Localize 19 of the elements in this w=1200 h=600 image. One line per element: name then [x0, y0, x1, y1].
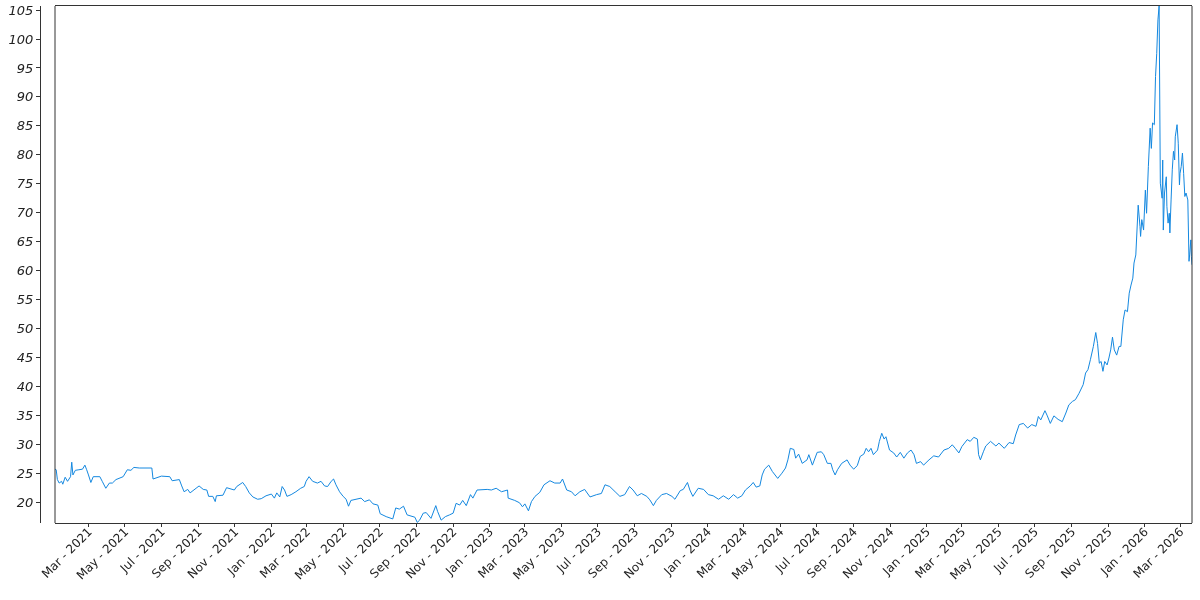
y-tick-label: 35 — [16, 407, 34, 423]
line-series — [55, 6, 1192, 523]
y-tick-label: 100 — [8, 31, 34, 47]
y-tick-label: 80 — [16, 147, 34, 163]
y-tick-label: 90 — [16, 89, 34, 105]
y-tick-label: 25 — [16, 465, 34, 481]
y-tick-label: 60 — [16, 263, 34, 279]
y-tick-label: 75 — [16, 176, 34, 192]
y-tick-label: 20 — [16, 494, 34, 510]
y-tick-label: 95 — [16, 60, 34, 76]
y-tick-label: 40 — [16, 378, 34, 394]
y-tick-label: 50 — [16, 321, 34, 337]
y-tick-label: 65 — [16, 234, 34, 250]
y-tick-label: 105 — [8, 2, 34, 18]
y-tick-label: 45 — [16, 349, 34, 365]
y-tick-label: 55 — [16, 292, 34, 308]
y-tick-label: 85 — [16, 118, 34, 134]
y-tick-label: 30 — [16, 436, 34, 452]
y-tick-label: 70 — [16, 205, 34, 221]
